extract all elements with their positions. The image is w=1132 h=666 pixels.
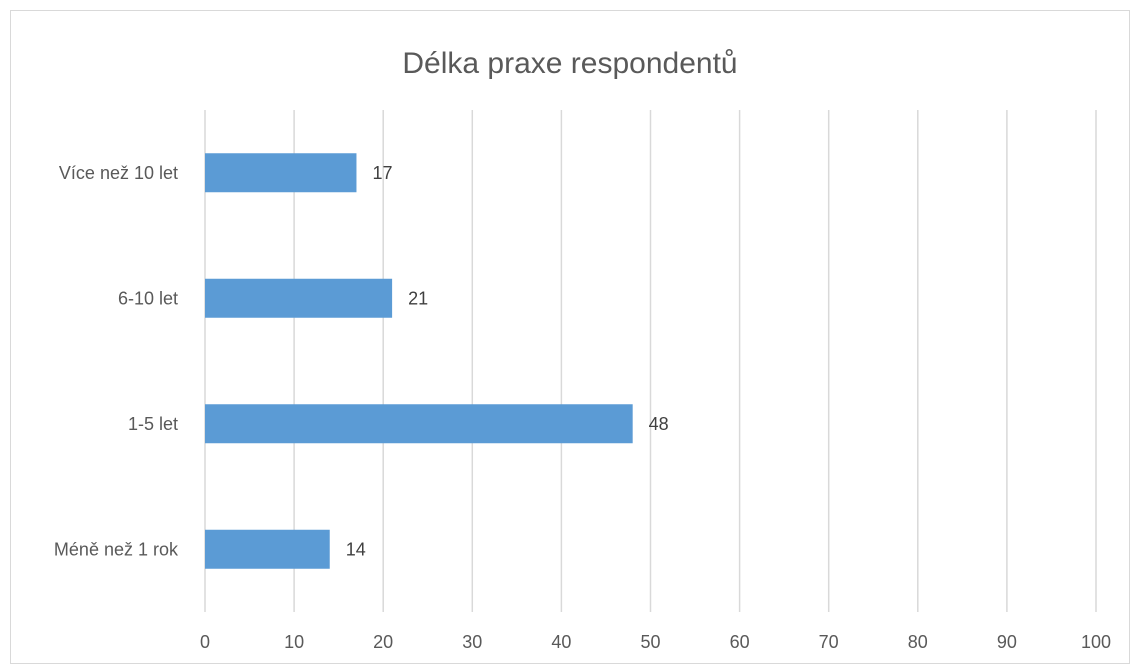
- x-tick-label-80: 80: [908, 632, 928, 652]
- bar-0: [205, 529, 330, 569]
- x-tick-label-40: 40: [551, 632, 571, 652]
- data-label-1: 48: [649, 414, 669, 434]
- chart-frame: Délka praxe respondentů: [10, 10, 1130, 664]
- x-tick-label-90: 90: [997, 632, 1017, 652]
- x-tick-label-70: 70: [819, 632, 839, 652]
- data-label-2: 21: [408, 288, 428, 308]
- data-label-0: 14: [346, 539, 366, 559]
- bars: [205, 153, 633, 569]
- data-label-3: 17: [372, 163, 392, 183]
- bar-3: [205, 153, 357, 193]
- category-label-0: Méně než 1 rok: [54, 539, 179, 559]
- x-tick-label-10: 10: [284, 632, 304, 652]
- labels: 0 10 20 30 40 50 60 70 80 90 100 Méně než 1 rok 14 1-…: [54, 163, 1111, 652]
- x-tick-label-30: 30: [462, 632, 482, 652]
- category-label-1: 1-5 let: [128, 414, 178, 434]
- category-label-2: 6-10 let: [118, 288, 178, 308]
- x-tick-label-60: 60: [730, 632, 750, 652]
- grid-lines: [204, 110, 1097, 612]
- bar-2: [205, 278, 393, 318]
- x-tick-label-100: 100: [1081, 632, 1111, 652]
- chart-title: Délka praxe respondentů: [402, 47, 738, 80]
- x-tick-label-20: 20: [373, 632, 393, 652]
- bar-1: [205, 404, 633, 444]
- x-tick-label-0: 0: [200, 632, 210, 652]
- category-label-3: Více než 10 let: [59, 163, 178, 183]
- x-tick-label-50: 50: [640, 632, 660, 652]
